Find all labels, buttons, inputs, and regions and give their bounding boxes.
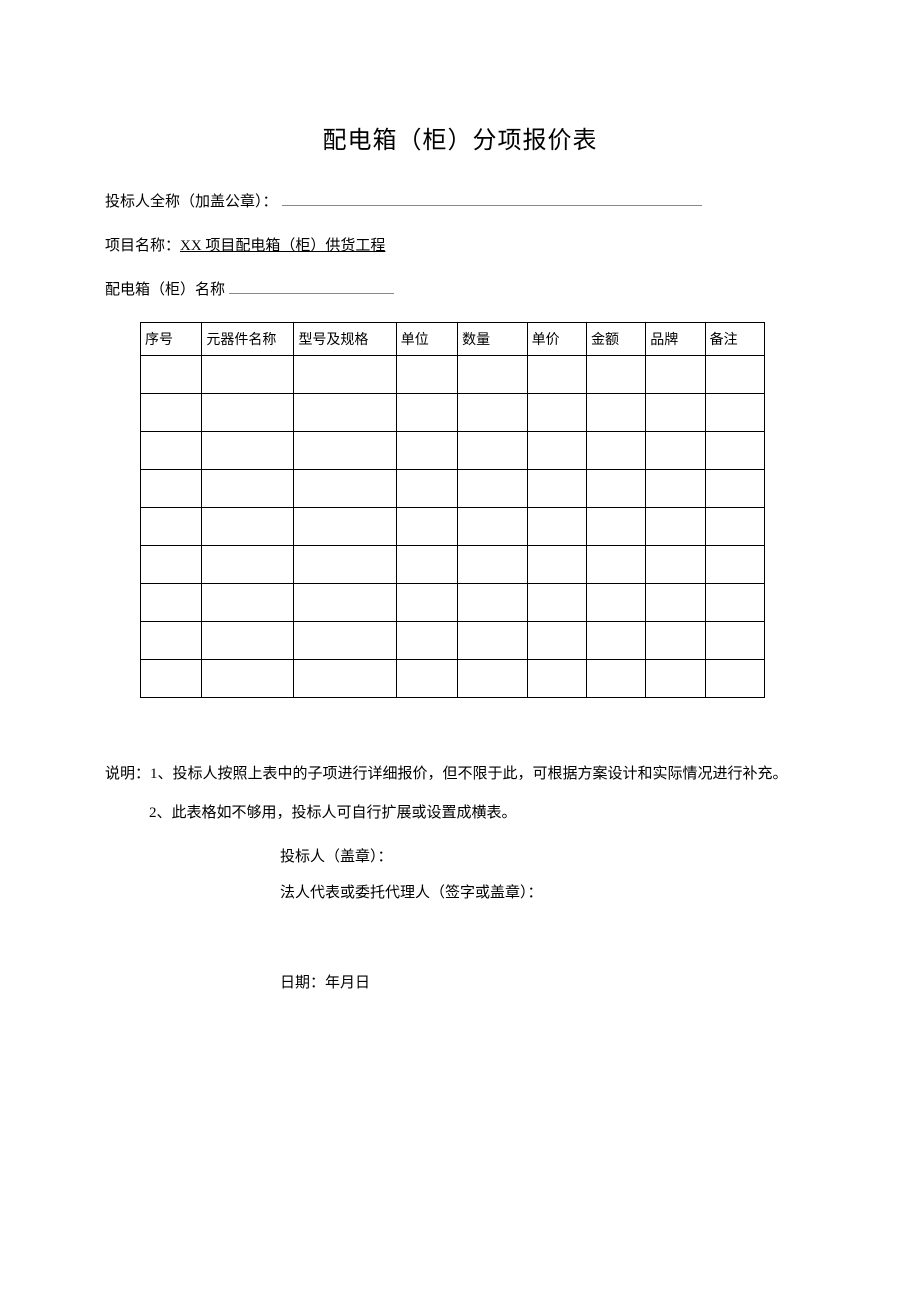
col-header-component: 元器件名称 <box>202 323 294 356</box>
table-row <box>141 546 765 584</box>
table-header-row: 序号 元器件名称 型号及规格 单位 数量 单价 金额 品牌 备注 <box>141 323 765 356</box>
project-value: XX 项目配电箱（柜）供货工程 <box>180 238 385 254</box>
table-row <box>141 622 765 660</box>
col-header-model: 型号及规格 <box>294 323 396 356</box>
table-row <box>141 356 765 394</box>
col-header-price: 单价 <box>527 323 586 356</box>
col-header-index: 序号 <box>141 323 202 356</box>
signature-bidder: 投标人（盖章）： <box>280 842 815 872</box>
box-name-label: 配电箱（柜）名称 <box>105 282 225 298</box>
note-2: 2、此表格如不够用，投标人可自行扩展或设置成横表。 <box>149 797 815 830</box>
project-field: 项目名称：XX 项目配电箱（柜）供货工程 <box>105 234 815 258</box>
notes-section: 说明：1、投标人按照上表中的子项进行详细报价，但不限于此，可根据方案设计和实际情… <box>105 758 815 830</box>
box-name-blank <box>229 293 394 294</box>
project-label: 项目名称： <box>105 238 180 254</box>
signature-date: 日期：年月日 <box>280 968 815 998</box>
signature-rep: 法人代表或委托代理人（签字或盖章）： <box>280 878 815 908</box>
table-row <box>141 508 765 546</box>
note-prefix: 说明： <box>105 766 150 782</box>
col-header-remark: 备注 <box>705 323 764 356</box>
bidder-label: 投标人全称（加盖公章）： <box>105 194 278 210</box>
quotation-table-container: 序号 元器件名称 型号及规格 单位 数量 单价 金额 品牌 备注 <box>140 322 815 698</box>
col-header-amount: 金额 <box>586 323 645 356</box>
note-1: 说明：1、投标人按照上表中的子项进行详细报价，但不限于此，可根据方案设计和实际情… <box>105 758 815 791</box>
table-row <box>141 394 765 432</box>
table-row <box>141 470 765 508</box>
bidder-field: 投标人全称（加盖公章）： <box>105 190 815 214</box>
table-row <box>141 584 765 622</box>
bidder-blank <box>282 205 702 206</box>
note-1-text: 1、投标人按照上表中的子项进行详细报价，但不限于此，可根据方案设计和实际情况进行… <box>150 766 788 782</box>
box-name-field: 配电箱（柜）名称 <box>105 278 815 302</box>
table-body <box>141 356 765 698</box>
signature-block: 投标人（盖章）： 法人代表或委托代理人（签字或盖章）： 日期：年月日 <box>280 842 815 998</box>
page-title: 配电箱（柜）分项报价表 <box>105 120 815 155</box>
table-row <box>141 432 765 470</box>
quotation-table: 序号 元器件名称 型号及规格 单位 数量 单价 金额 品牌 备注 <box>140 322 765 698</box>
col-header-brand: 品牌 <box>646 323 705 356</box>
col-header-unit: 单位 <box>396 323 457 356</box>
col-header-qty: 数量 <box>458 323 528 356</box>
table-row <box>141 660 765 698</box>
